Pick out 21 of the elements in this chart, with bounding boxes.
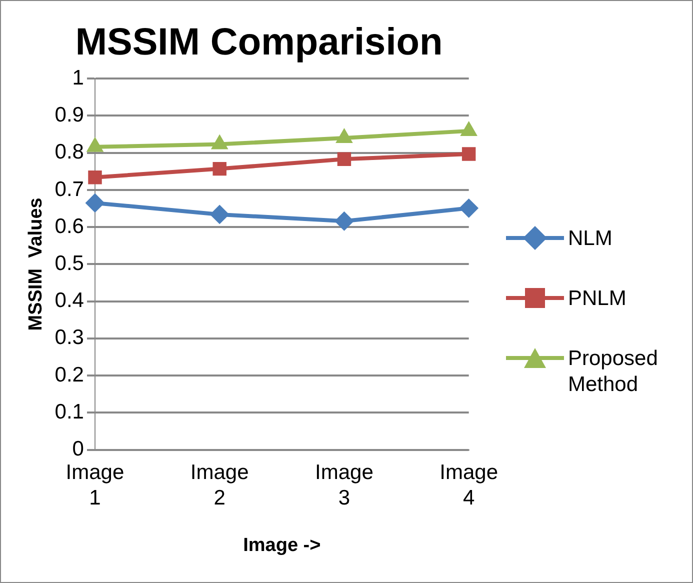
x-tick-label: Image 2	[190, 461, 249, 510]
y-tick-label: 0.5	[54, 252, 84, 275]
x-tick-label: Image 3	[315, 461, 374, 510]
y-tick-label: 0.6	[54, 214, 84, 238]
y-tick-label: 0.2	[54, 363, 84, 386]
chart-title: MSSIM Comparision	[75, 21, 443, 64]
legend-label: NLM	[568, 226, 612, 252]
y-tick-label: 0.1	[54, 400, 84, 424]
legend-label: Proposed Method	[568, 346, 659, 398]
y-axis-title: MSSIM Values	[26, 198, 47, 331]
y-tick-label: 0.4	[54, 289, 84, 312]
y-tick-label: 0.8	[54, 140, 84, 164]
x-tick-label: Image 4	[440, 461, 498, 510]
y-tick-label: 0.9	[54, 104, 84, 127]
y-tick-label: 1	[72, 66, 84, 90]
y-tick-label: 0.7	[54, 178, 84, 201]
legend-label: PNLM	[568, 286, 626, 312]
y-tick-label: 0	[72, 438, 84, 461]
x-tick-label: Image 1	[66, 461, 124, 510]
y-tick-label: 0.3	[54, 326, 84, 350]
x-axis-title: Image ->	[243, 534, 321, 556]
